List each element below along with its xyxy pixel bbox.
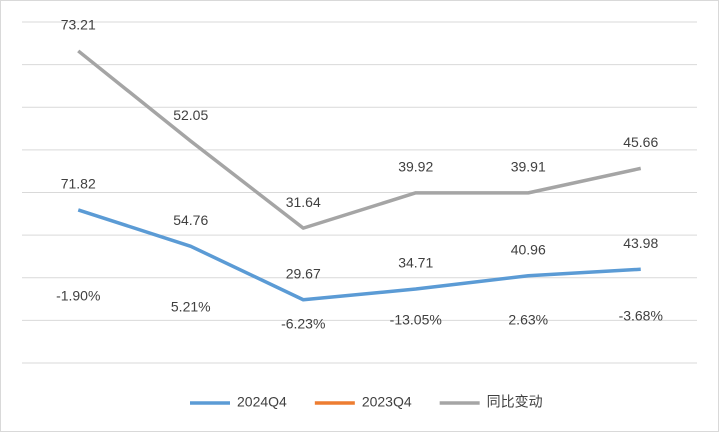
data-label: -6.23% xyxy=(281,316,325,332)
data-label: 40.96 xyxy=(511,241,546,257)
series-line xyxy=(77,208,641,302)
data-label: 39.91 xyxy=(511,159,546,175)
data-label: 54.76 xyxy=(173,212,208,228)
data-label: -13.05% xyxy=(390,312,442,328)
data-label: 31.64 xyxy=(286,194,321,210)
data-label: -1.90% xyxy=(56,288,100,304)
data-label: 73.21 xyxy=(61,17,96,33)
data-label: 29.67 xyxy=(286,265,321,281)
data-label: -3.68% xyxy=(619,308,663,324)
data-label: 45.66 xyxy=(623,134,658,150)
data-label: 34.71 xyxy=(398,255,433,271)
legend-label: 同比变动 xyxy=(487,394,543,410)
data-label: 52.05 xyxy=(173,107,208,123)
data-label: 5.21% xyxy=(171,299,211,315)
data-label: 71.82 xyxy=(61,176,96,192)
series-line xyxy=(77,49,642,230)
data-label: 39.92 xyxy=(398,159,433,175)
data-label: 43.98 xyxy=(623,235,658,251)
legend-label: 2023Q4 xyxy=(362,394,412,410)
data-label: 2.63% xyxy=(508,312,548,328)
legend-label: 2024Q4 xyxy=(237,394,287,410)
